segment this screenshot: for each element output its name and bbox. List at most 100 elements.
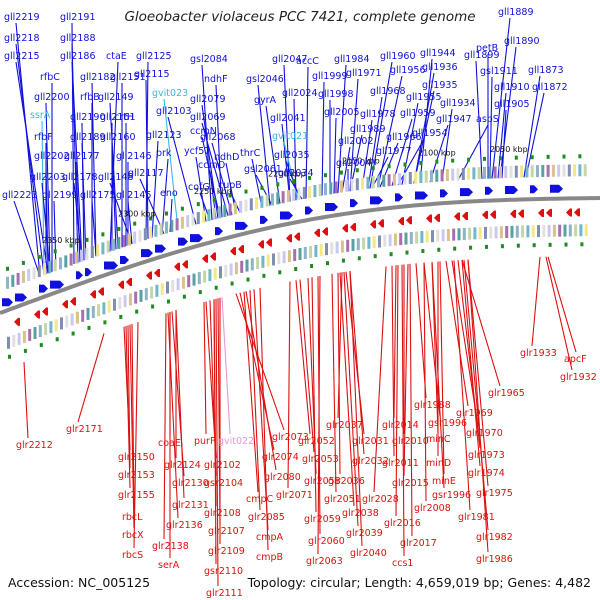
reverse-gene-arrow <box>370 220 376 229</box>
reverse-gene-arrow <box>566 208 572 217</box>
cog-strip-reverse <box>303 246 307 259</box>
cog-marker-forward <box>165 211 168 216</box>
reverse-gene-label: glr2060 <box>308 536 345 547</box>
cog-strip-forward <box>170 219 174 232</box>
cog-strip-reverse <box>224 264 228 277</box>
cog-strip-forward <box>339 180 343 193</box>
cog-marker-forward <box>514 155 518 160</box>
forward-gene-label: gll1905 <box>494 99 530 110</box>
reverse-gene-arrow <box>14 317 20 326</box>
reverse-gene-label: glr1969 <box>456 408 493 419</box>
cog-strip-reverse <box>452 228 456 241</box>
cog-strip-forward <box>276 192 280 205</box>
reverse-leader-line <box>287 281 291 489</box>
reverse-gene-label: glr1965 <box>488 388 525 399</box>
cog-strip-forward <box>239 200 243 213</box>
cog-marker-reverse <box>8 354 11 359</box>
reverse-gene-arrow <box>230 247 236 256</box>
cog-strip-reverse <box>351 239 355 252</box>
cog-strip-forward <box>546 164 550 177</box>
forward-gene-label: gll2002 <box>338 136 374 147</box>
cog-strip-forward <box>90 246 94 259</box>
cog-strip-forward <box>255 197 259 210</box>
cog-strip-forward <box>477 167 481 180</box>
cog-strip-reverse <box>404 232 408 245</box>
cog-marker-forward <box>483 156 486 161</box>
reverse-gene-label: glr2038 <box>342 508 379 519</box>
cog-marker-forward <box>308 175 312 180</box>
cog-strip-forward <box>43 263 47 276</box>
reverse-leader-line <box>299 279 315 453</box>
forward-leader-line <box>15 22 41 277</box>
cog-strip-forward <box>440 169 444 182</box>
reverse-gene-label: ccs1 <box>392 558 413 569</box>
forward-leader-line <box>15 43 45 275</box>
reverse-gene-arrow <box>90 290 96 299</box>
reverse-leader-line <box>131 324 135 511</box>
reverse-gene-arrow <box>350 223 356 232</box>
cog-marker-reverse <box>389 252 393 257</box>
cog-strip-forward <box>271 193 274 206</box>
cog-strip-forward <box>451 168 455 181</box>
cog-strip-forward <box>398 173 402 186</box>
forward-gene-label: gll2149 <box>98 92 134 103</box>
cog-marker-forward <box>180 206 184 211</box>
forward-gene-label: gll1978 <box>360 109 396 120</box>
reverse-gene-label: glr1970 <box>466 428 503 439</box>
forward-gene-arrow <box>485 186 493 195</box>
cog-strip-forward <box>96 244 100 257</box>
reverse-gene-label: glr2016 <box>384 518 421 529</box>
forward-gene-arrow <box>415 191 428 200</box>
forward-leader-line <box>305 66 309 199</box>
cog-marker-reverse <box>119 314 123 319</box>
cog-strip-reverse <box>28 328 32 341</box>
cog-marker-reverse <box>580 242 584 247</box>
reverse-leader-line <box>295 280 311 435</box>
cog-marker-forward <box>339 170 343 175</box>
cog-marker-reverse <box>135 309 139 314</box>
reverse-gene-label: glr2109 <box>208 546 245 557</box>
cog-marker-forward <box>467 157 471 162</box>
reverse-gene-label: glr2059 <box>304 514 341 525</box>
cog-strip-forward <box>329 182 333 195</box>
cog-strip-forward <box>504 166 508 179</box>
forward-leader-line <box>321 81 325 196</box>
cog-strip-forward <box>472 167 476 180</box>
forward-gene-label: gll2178 <box>62 172 98 183</box>
forward-gene-arrow <box>550 184 563 193</box>
cog-strip-forward <box>265 194 269 207</box>
reverse-gene-arrow <box>258 240 264 249</box>
reverse-gene-arrow <box>490 210 496 219</box>
reverse-leader-line <box>463 259 489 531</box>
reverse-gene-arrow <box>98 287 104 296</box>
cog-strip-forward <box>313 185 317 198</box>
forward-leader-line <box>501 109 507 179</box>
reverse-gene-label: glr1986 <box>476 554 513 565</box>
forward-gene-arrow <box>2 298 13 307</box>
forward-leader-line <box>523 75 541 178</box>
reverse-gene-label: gvit022 <box>218 436 254 447</box>
forward-gene-arrow <box>260 215 268 224</box>
forward-gene-arrow <box>280 211 293 220</box>
reverse-leader-line <box>349 271 365 455</box>
reverse-leader-line <box>259 287 269 551</box>
cog-strip-forward <box>324 183 327 196</box>
forward-leader-line <box>201 122 229 216</box>
reverse-gene-label: glr2032 <box>352 456 389 467</box>
reverse-gene-arrow <box>454 212 460 221</box>
reverse-gene-label: coaE <box>158 438 181 449</box>
cog-marker-reverse <box>564 242 568 247</box>
forward-gene-arrow <box>178 237 188 246</box>
cog-strip-reverse <box>17 332 21 345</box>
forward-gene-label: gll2177 <box>64 151 100 162</box>
reverse-leader-line <box>545 256 573 371</box>
forward-gene-label: ndhF <box>204 74 228 85</box>
cog-marker-reverse <box>214 285 218 290</box>
cog-marker-reverse <box>87 325 91 330</box>
cog-strip-reverse <box>309 245 313 258</box>
forward-gene-label: gll2175 <box>80 190 116 201</box>
cog-marker-reverse <box>357 256 361 261</box>
cog-strip-forward <box>355 178 359 191</box>
reverse-gene-label: glr2028 <box>362 494 399 505</box>
cog-strip-reverse <box>335 241 339 254</box>
